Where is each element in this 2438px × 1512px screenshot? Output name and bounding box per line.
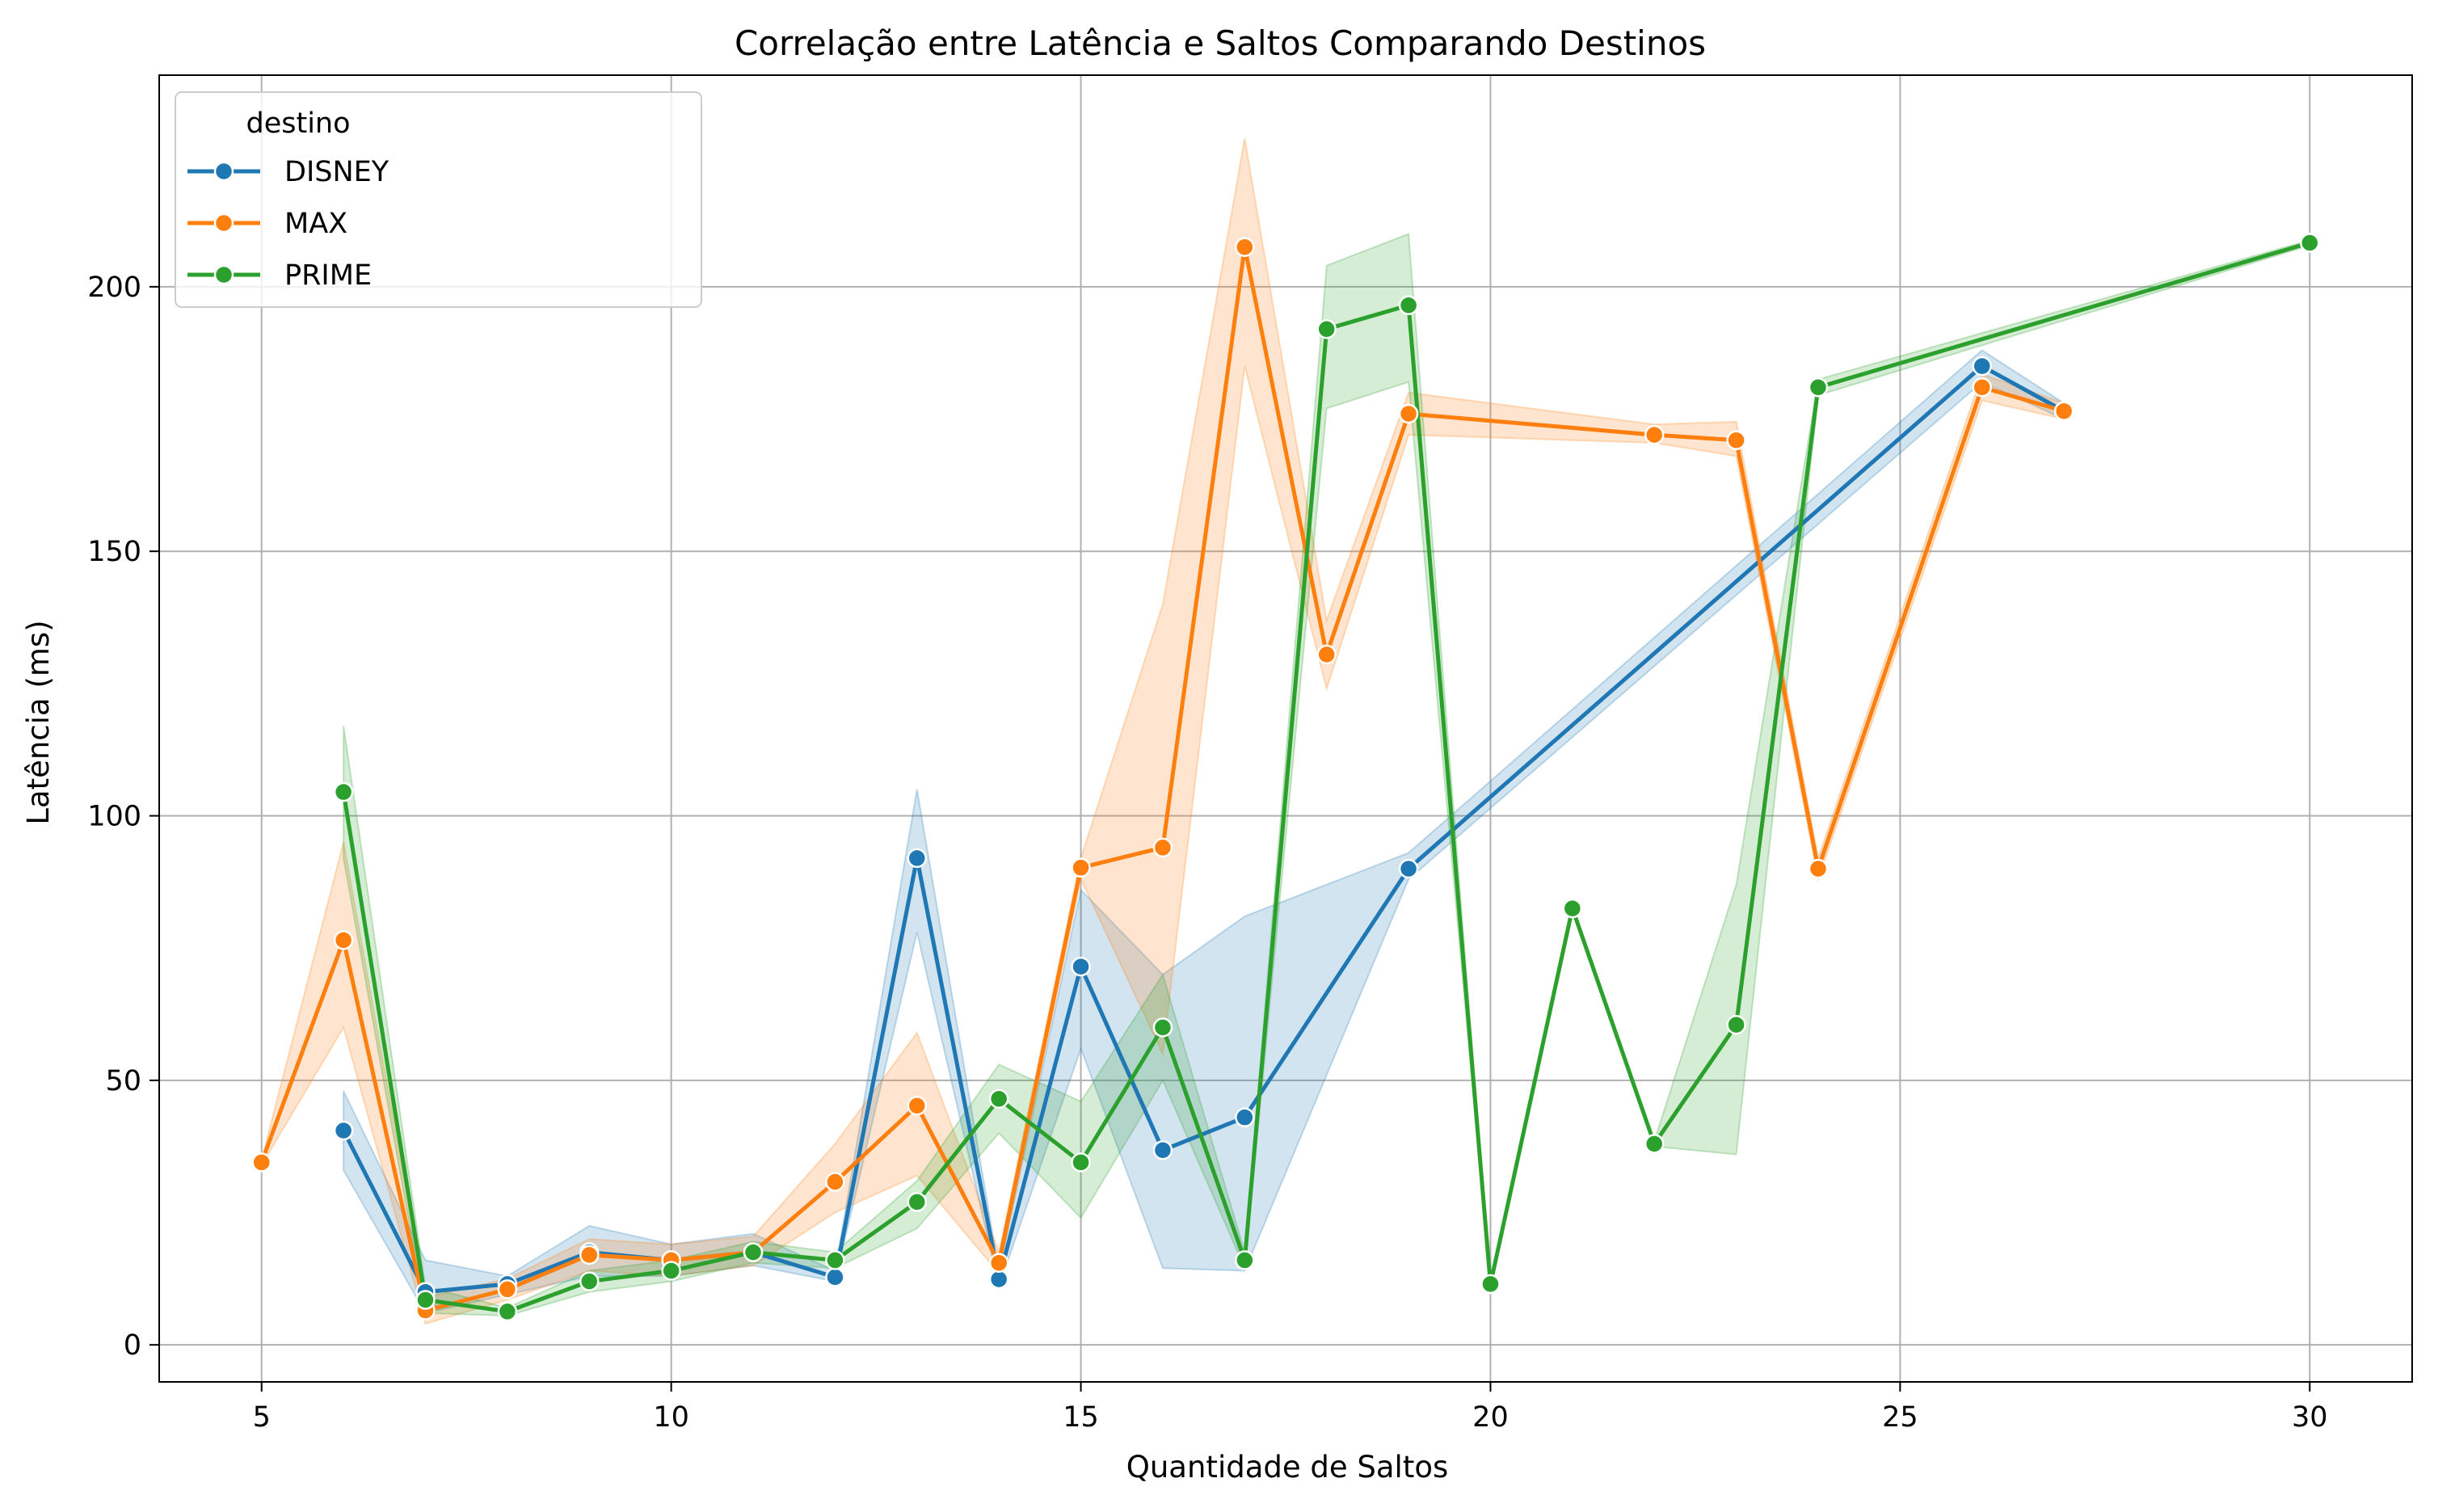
legend-marker-disney <box>213 161 234 182</box>
point-max <box>1316 644 1337 665</box>
point-disney <box>1398 858 1419 879</box>
point-prime <box>1644 1134 1665 1154</box>
point-disney <box>1235 1107 1255 1127</box>
point-disney <box>1972 356 1992 377</box>
grid <box>159 75 2412 1382</box>
point-prime <box>907 1192 928 1212</box>
point-prime <box>2300 233 2320 253</box>
point-prime <box>1562 898 1583 919</box>
legend-marker-prime <box>213 264 234 285</box>
x-axis-label: Quantidade de Saltos <box>1126 1450 1449 1485</box>
point-prime <box>1316 318 1337 339</box>
point-prime <box>1071 1152 1091 1173</box>
point-max <box>1972 377 1992 398</box>
x-tick-label: 15 <box>1063 1401 1099 1434</box>
point-prime <box>1480 1274 1501 1295</box>
y-tick-label: 100 <box>87 801 141 833</box>
point-max <box>1726 430 1746 450</box>
point-prime <box>1808 377 1829 398</box>
point-max <box>579 1245 600 1266</box>
point-max <box>2053 401 2074 421</box>
point-max <box>497 1279 518 1299</box>
line-max <box>259 245 2066 1313</box>
point-max <box>333 930 354 950</box>
series-markers <box>251 233 2320 1322</box>
y-tick-label: 50 <box>105 1065 141 1097</box>
point-max <box>907 1096 928 1116</box>
point-max <box>1235 237 1255 258</box>
chart-title: Correlação entre Latência e Saltos Compa… <box>735 23 1706 63</box>
point-max <box>1644 424 1665 445</box>
x-tick-label: 20 <box>1472 1401 1509 1434</box>
point-disney <box>1152 1140 1173 1160</box>
legend-marker-max <box>213 213 234 234</box>
x-tick-label: 25 <box>1882 1401 1918 1434</box>
point-max <box>1152 837 1173 858</box>
point-prime <box>988 1089 1009 1110</box>
point-max <box>1808 858 1829 879</box>
y-axis-label: Latência (ms) <box>21 620 56 824</box>
x-tick-label: 5 <box>253 1401 271 1434</box>
legend-entries: DISNEY MAX PRIME <box>187 156 389 292</box>
x-tick-label: 30 <box>2292 1401 2328 1434</box>
point-prime <box>1235 1250 1255 1270</box>
point-prime <box>1152 1017 1173 1038</box>
point-prime <box>333 781 354 802</box>
point-disney <box>907 848 928 869</box>
legend-label-disney: DISNEY <box>284 156 389 188</box>
legend-label-prime: PRIME <box>284 259 372 292</box>
y-axis-ticks: 0 50 100 150 200 <box>87 272 159 1362</box>
point-prime <box>1398 295 1419 316</box>
point-prime <box>415 1290 436 1310</box>
point-disney <box>988 1269 1009 1290</box>
point-max <box>1071 857 1091 878</box>
point-prime <box>497 1301 518 1322</box>
point-prime <box>743 1242 764 1262</box>
point-disney <box>825 1267 845 1287</box>
y-tick-label: 200 <box>87 272 141 304</box>
y-tick-label: 150 <box>87 536 141 568</box>
plot-area-frame <box>158 74 2413 1383</box>
x-axis-ticks: 5 10 15 20 25 30 <box>253 1382 2328 1434</box>
point-max <box>251 1152 272 1173</box>
legend-label-max: MAX <box>284 208 347 240</box>
legend-box <box>175 91 702 308</box>
point-disney <box>333 1120 354 1141</box>
point-max <box>988 1253 1009 1273</box>
point-disney <box>1071 956 1091 977</box>
point-prime <box>579 1271 600 1291</box>
legend: destino DISNEY MAX PRIME <box>175 91 702 308</box>
point-prime <box>1726 1014 1746 1035</box>
y-tick-label: 0 <box>124 1329 141 1362</box>
line-prime <box>341 241 2312 1314</box>
point-prime <box>825 1250 845 1270</box>
point-max <box>825 1172 845 1192</box>
legend-title: destino <box>246 107 350 140</box>
x-tick-label: 10 <box>653 1401 689 1434</box>
point-prime <box>661 1261 681 1281</box>
point-max <box>1398 403 1419 424</box>
